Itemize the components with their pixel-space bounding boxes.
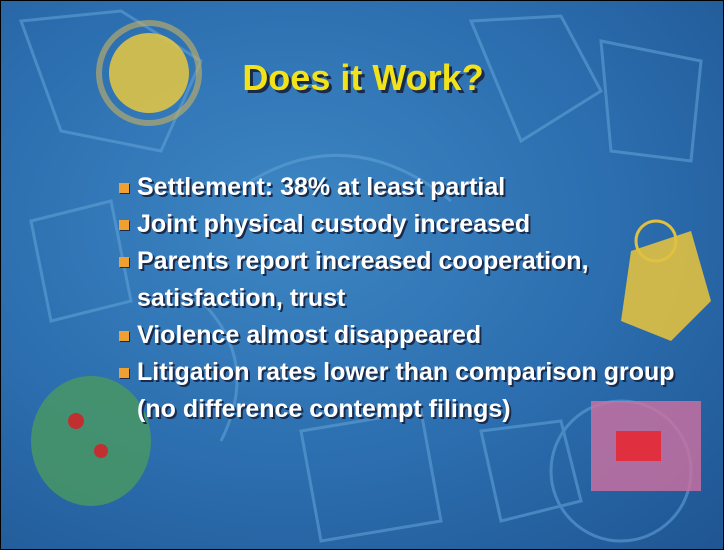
bullet-item: Joint physical custody increased (117, 206, 677, 243)
bullet-item: Violence almost disappeared (117, 317, 677, 354)
bullet-list: Settlement: 38% at least partial Joint ph… (117, 169, 677, 428)
wreath (31, 376, 151, 506)
bullet-item: Settlement: 38% at least partial (117, 169, 677, 206)
sun (109, 33, 189, 113)
bullet-item: Litigation rates lower than comparison g… (117, 354, 677, 428)
slide-title: Does it Work? (242, 57, 484, 98)
bullet-item: Parents report increased cooperation, sa… (117, 243, 677, 317)
